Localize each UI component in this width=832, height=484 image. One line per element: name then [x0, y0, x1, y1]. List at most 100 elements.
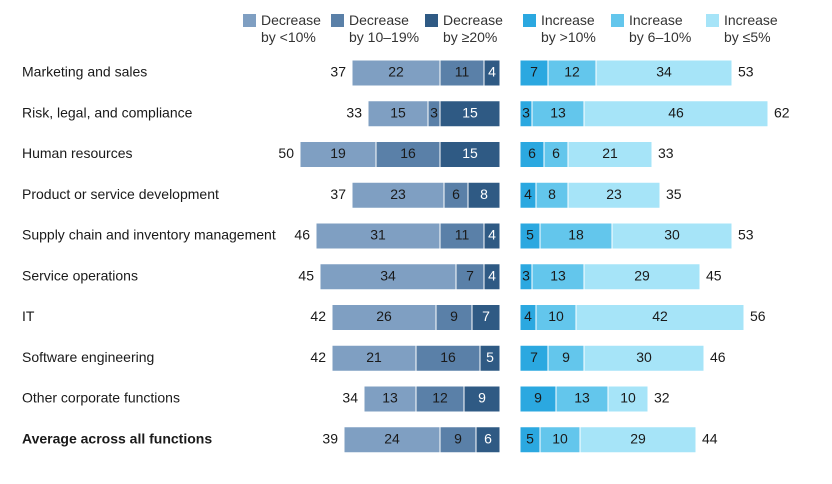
total-label: 39: [322, 430, 338, 446]
bar-segment: [415, 385, 465, 413]
bar-segment: [415, 344, 481, 372]
legend-item: Increase by ≤5%: [706, 12, 796, 46]
bar-segment: [567, 181, 661, 209]
bar-segment: [519, 344, 549, 372]
segment-label: 34: [656, 64, 672, 80]
total-label: 50: [278, 145, 294, 161]
bar-segment: [519, 59, 549, 87]
segment-label: 13: [574, 390, 590, 406]
segment-label: 21: [602, 145, 618, 161]
segment-label: 7: [482, 308, 490, 324]
segment-label: 5: [526, 430, 534, 446]
category-label: Supply chain and inventory management: [22, 227, 276, 243]
segment-label: 6: [552, 145, 560, 161]
legend-swatch: [425, 14, 438, 27]
bar-segment: [463, 385, 501, 413]
segment-label: 9: [562, 349, 570, 365]
bar-segment: [435, 304, 473, 331]
segment-label: 31: [370, 227, 386, 243]
segment-label: 34: [380, 267, 396, 283]
bar-segment: [535, 304, 577, 331]
legend-item: Increase by 6–10%: [611, 12, 701, 46]
segment-label: 19: [330, 145, 346, 161]
segment-label: 42: [652, 308, 668, 324]
bar-segment: [531, 263, 585, 291]
total-label: 37: [330, 64, 346, 80]
bar-segment: [439, 100, 501, 128]
bar-segment: [547, 59, 597, 87]
segment-label: 11: [455, 227, 470, 243]
segment-label: 5: [486, 349, 494, 365]
total-label: 33: [346, 104, 362, 120]
bar-segment: [351, 59, 441, 87]
bar-segment: [315, 222, 441, 250]
segment-label: 6: [528, 145, 536, 161]
total-label: 46: [294, 227, 310, 243]
segment-label: 11: [455, 64, 470, 80]
bar-segment: [331, 344, 417, 372]
bar-segment: [443, 181, 469, 209]
bar-segment: [539, 426, 581, 454]
total-label: 53: [738, 227, 754, 243]
segment-label: 23: [606, 186, 622, 202]
legend-item: Decrease by ≥20%: [425, 12, 515, 46]
legend-item: Decrease by <10%: [243, 12, 333, 46]
segment-label: 15: [390, 104, 406, 120]
segment-label: 15: [462, 104, 478, 120]
segment-label: 10: [548, 308, 564, 324]
bar-segment: [439, 222, 485, 250]
segment-label: 10: [552, 430, 568, 446]
segment-label: 16: [400, 145, 416, 161]
segment-label: 3: [430, 104, 438, 120]
bar-segment: [367, 100, 429, 128]
bar-segment: [375, 141, 441, 168]
segment-label: 29: [634, 267, 650, 283]
bar-segment: [607, 385, 649, 413]
total-label: 42: [310, 308, 326, 324]
bar-segment: [567, 141, 653, 168]
segment-label: 7: [530, 349, 538, 365]
segment-label: 4: [488, 64, 496, 80]
category-label: Service operations: [22, 267, 138, 283]
segment-label: 24: [384, 430, 400, 446]
category-label: Average across all functions: [22, 430, 212, 446]
bar-segment: [299, 141, 377, 168]
bar-segment: [583, 344, 705, 372]
bar-segment: [351, 181, 445, 209]
total-label: 37: [330, 186, 346, 202]
bar-segment: [319, 263, 457, 291]
total-label: 56: [750, 308, 766, 324]
bar-segment: [475, 426, 501, 454]
total-label: 45: [706, 267, 722, 283]
segment-label: 10: [620, 390, 636, 406]
segment-label: 8: [480, 186, 488, 202]
segment-label: 21: [366, 349, 382, 365]
category-label: Human resources: [22, 145, 133, 161]
legend-label: Increase by >10%: [541, 12, 596, 45]
segment-label: 12: [564, 64, 580, 80]
segment-label: 29: [630, 430, 646, 446]
bar-segment: [439, 59, 485, 87]
total-label: 34: [342, 390, 358, 406]
segment-label: 22: [388, 64, 404, 80]
bar-segment: [583, 263, 701, 291]
category-label: Risk, legal, and compliance: [22, 104, 193, 120]
legend-swatch: [523, 14, 536, 27]
bar-segment: [611, 222, 733, 250]
legend-item: Decrease by 10–19%: [331, 12, 421, 46]
legend-label: Decrease by 10–19%: [349, 12, 420, 45]
segment-label: 9: [478, 390, 486, 406]
segment-label: 13: [382, 390, 398, 406]
segment-label: 8: [548, 186, 556, 202]
segment-label: 4: [488, 267, 496, 283]
legend-swatch: [331, 14, 344, 27]
segment-label: 6: [452, 186, 460, 202]
segment-label: 9: [454, 430, 462, 446]
segment-label: 12: [432, 390, 448, 406]
segment-label: 3: [522, 104, 530, 120]
segment-label: 7: [530, 64, 538, 80]
segment-label: 18: [568, 227, 584, 243]
legend-label: Increase by ≤5%: [724, 12, 778, 45]
category-label: Other corporate functions: [22, 390, 180, 406]
